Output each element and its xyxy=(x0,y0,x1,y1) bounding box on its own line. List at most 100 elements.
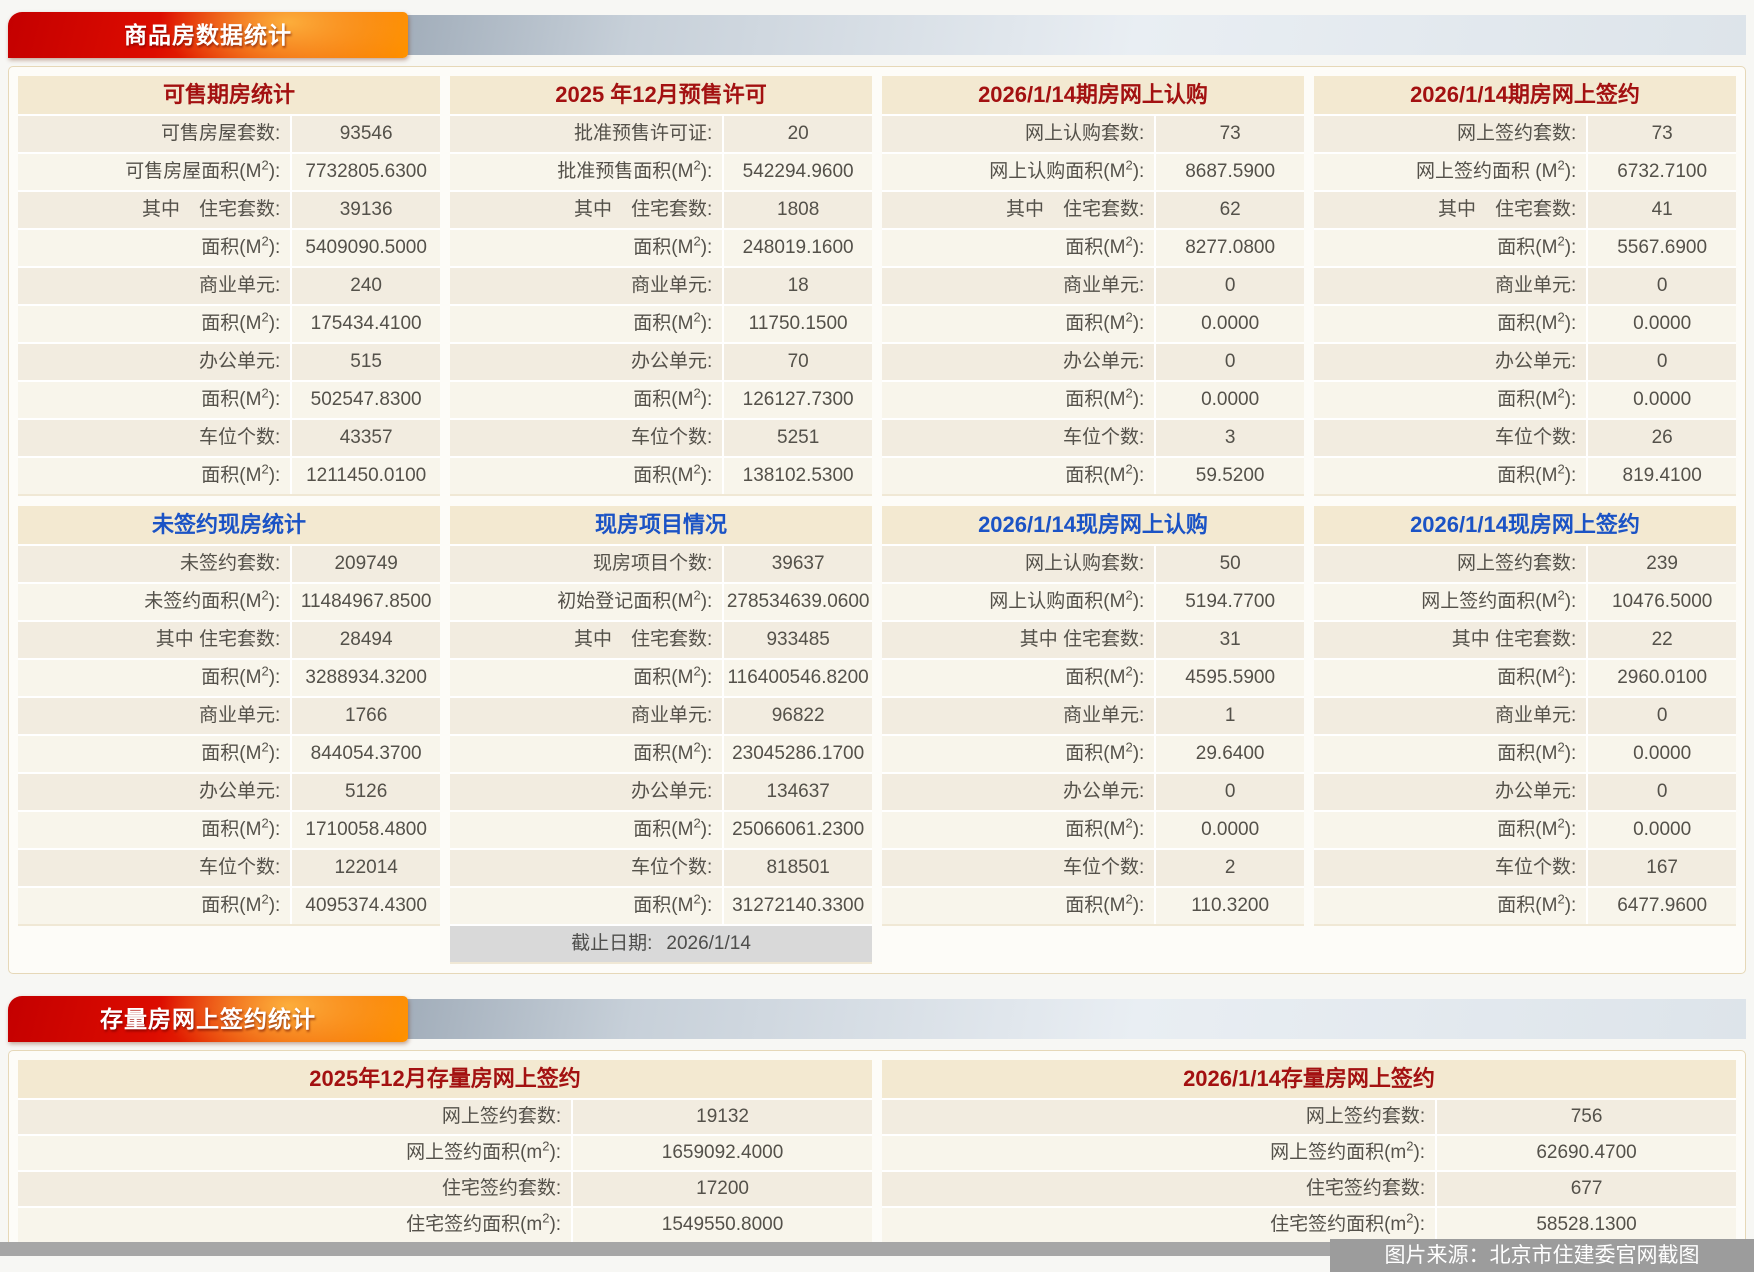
stat-row: 其中 住宅套数: 22 xyxy=(1314,620,1736,658)
stat-row: 面积(M2): 248019.1600 xyxy=(450,228,872,266)
stat-label: 面积(M2): xyxy=(1314,888,1589,924)
panel-presale-online-subscription: 2026/1/14期房网上认购 网上认购套数: 73 网上认购面积(M2): 8687.… xyxy=(882,76,1304,496)
stat-row: 办公单元: 0 xyxy=(1314,772,1736,810)
stat-label: 面积(M2): xyxy=(450,812,725,848)
stat-label: 办公单元: xyxy=(1314,774,1589,810)
stat-label: 办公单元: xyxy=(18,344,293,380)
stat-row: 面积(M2): 6477.9600 xyxy=(1314,886,1736,924)
stat-row: 面积(M2): 4095374.4300 xyxy=(18,886,440,924)
stat-row: 面积(M2): 2960.0100 xyxy=(1314,658,1736,696)
stat-label: 未签约套数: xyxy=(18,546,293,582)
stat-label: 面积(M2): xyxy=(18,458,293,494)
stat-value: 0 xyxy=(1656,351,1668,372)
stat-value: 1808 xyxy=(777,199,820,220)
stat-value: 39637 xyxy=(771,553,825,574)
stat-value: 23045286.1700 xyxy=(732,743,865,764)
stat-value: 19132 xyxy=(696,1106,749,1127)
stat-value: 29.6400 xyxy=(1195,743,1265,764)
stat-label: 办公单元: xyxy=(450,344,725,380)
stat-row: 办公单元: 134637 xyxy=(450,772,872,810)
stat-row: 商业单元: 0 xyxy=(1314,696,1736,734)
stat-value: 0.0000 xyxy=(1633,819,1692,840)
panel-available-presale-stats: 可售期房统计 可售房屋套数: 93546 可售房屋面积(M2): 7732805.630… xyxy=(18,76,440,496)
stat-row: 面积(M2): 23045286.1700 xyxy=(450,734,872,772)
stat-row: 商业单元: 1766 xyxy=(18,696,440,734)
stat-row: 车位个数: 122014 xyxy=(18,848,440,886)
stat-value: 18 xyxy=(787,275,809,296)
stat-label: 未签约面积(M2): xyxy=(18,584,293,620)
stat-row: 商业单元: 18 xyxy=(450,266,872,304)
stat-value: 28494 xyxy=(339,629,393,650)
stat-row: 住宅签约套数: 17200 xyxy=(18,1170,872,1206)
stat-value: 1549550.8000 xyxy=(661,1214,784,1235)
stat-value: 542294.9600 xyxy=(742,161,854,182)
bottom-scrollbar-strip[interactable] xyxy=(0,1242,1754,1256)
stat-label: 车位个数: xyxy=(18,420,293,456)
stat-label: 网上认购面积(M2): xyxy=(882,584,1157,620)
panel-title: 2026/1/14期房网上签约 xyxy=(1314,76,1736,114)
stat-row: 网上认购面积(M2): 5194.7700 xyxy=(882,582,1304,620)
stat-row: 车位个数: 26 xyxy=(1314,418,1736,456)
stat-value: 6732.7100 xyxy=(1617,161,1708,182)
stat-label: 车位个数: xyxy=(18,850,293,886)
stat-label: 商业单元: xyxy=(1314,268,1589,304)
stat-row: 网上签约套数: 239 xyxy=(1314,544,1736,582)
page: 商品房数据统计 可售期房统计 可售房屋套数: 93546 可售房屋面积(M2): 773… xyxy=(0,12,1754,1272)
stat-value: 73 xyxy=(1651,123,1673,144)
stat-value: 62690.4700 xyxy=(1536,1142,1637,1163)
stat-row: 面积(M2): 110.3200 xyxy=(882,886,1304,924)
stat-row: 面积(M2): 5409090.5000 xyxy=(18,228,440,266)
stat-label: 办公单元: xyxy=(18,774,293,810)
stat-row: 商业单元: 0 xyxy=(1314,266,1736,304)
stat-row: 面积(M2): 0.0000 xyxy=(1314,380,1736,418)
stat-label: 面积(M2): xyxy=(18,888,293,924)
banner-silver-tail xyxy=(390,15,1746,55)
commodity-panels-grid: 可售期房统计 可售房屋套数: 93546 可售房屋面积(M2): 7732805.630… xyxy=(18,76,1736,964)
stat-label: 住宅签约面积(m2): xyxy=(882,1208,1438,1242)
commodity-banner: 商品房数据统计 xyxy=(8,12,1746,58)
stat-row: 商业单元: 1 xyxy=(882,696,1304,734)
stat-label: 办公单元: xyxy=(450,774,725,810)
stat-row: 面积(M2): 0.0000 xyxy=(1314,810,1736,848)
stat-label: 可售房屋套数: xyxy=(18,116,293,152)
stat-row: 商业单元: 240 xyxy=(18,266,440,304)
stat-label: 办公单元: xyxy=(882,774,1157,810)
stat-value: 43357 xyxy=(339,427,393,448)
stat-value: 17200 xyxy=(696,1178,749,1199)
stat-label: 面积(M2): xyxy=(450,306,725,342)
stat-value: 1710058.4800 xyxy=(305,819,427,840)
stat-label: 商业单元: xyxy=(882,698,1157,734)
stat-row: 初始登记面积(M2): 278534639.0600 xyxy=(450,582,872,620)
stat-value: 175434.4100 xyxy=(310,313,422,334)
stat-value: 0.0000 xyxy=(1633,389,1692,410)
stat-row: 面积(M2): 5567.6900 xyxy=(1314,228,1736,266)
stat-row: 办公单元: 0 xyxy=(882,342,1304,380)
stat-label: 住宅签约面积(m2): xyxy=(18,1208,574,1242)
stat-value: 5251 xyxy=(777,427,820,448)
stat-value: 1766 xyxy=(345,705,388,726)
stat-label: 批准预售许可证: xyxy=(450,116,725,152)
stat-label: 其中 住宅套数: xyxy=(882,622,1157,658)
stat-value: 31 xyxy=(1219,629,1241,650)
stat-value: 5567.6900 xyxy=(1617,237,1708,258)
stat-row: 其中 住宅套数: 41 xyxy=(1314,190,1736,228)
stat-row: 办公单元: 515 xyxy=(18,342,440,380)
stat-label: 车位个数: xyxy=(882,850,1157,886)
stat-label: 车位个数: xyxy=(1314,850,1589,886)
stat-row: 网上签约面积(m2): 1659092.4000 xyxy=(18,1134,872,1170)
stat-value: 0.0000 xyxy=(1633,743,1692,764)
stat-label: 面积(M2): xyxy=(882,230,1157,266)
stat-row: 车位个数: 167 xyxy=(1314,848,1736,886)
stat-value: 70 xyxy=(787,351,809,372)
stat-label: 面积(M2): xyxy=(18,230,293,266)
stat-label: 面积(M2): xyxy=(450,382,725,418)
stat-label: 面积(M2): xyxy=(450,888,725,924)
panel-stock-signing-dec-2025: 2025年12月存量房网上签约 网上签约套数: 19132 网上签约面积(m2): 16… xyxy=(18,1060,872,1244)
stat-row: 车位个数: 5251 xyxy=(450,418,872,456)
stat-value: 5409090.5000 xyxy=(305,237,427,258)
stat-row: 面积(M2): 59.5200 xyxy=(882,456,1304,494)
stat-value: 844054.3700 xyxy=(310,743,422,764)
stat-row: 面积(M2): 4595.5900 xyxy=(882,658,1304,696)
stat-label: 网上认购套数: xyxy=(882,546,1157,582)
stat-row: 面积(M2): 31272140.3300 xyxy=(450,886,872,924)
